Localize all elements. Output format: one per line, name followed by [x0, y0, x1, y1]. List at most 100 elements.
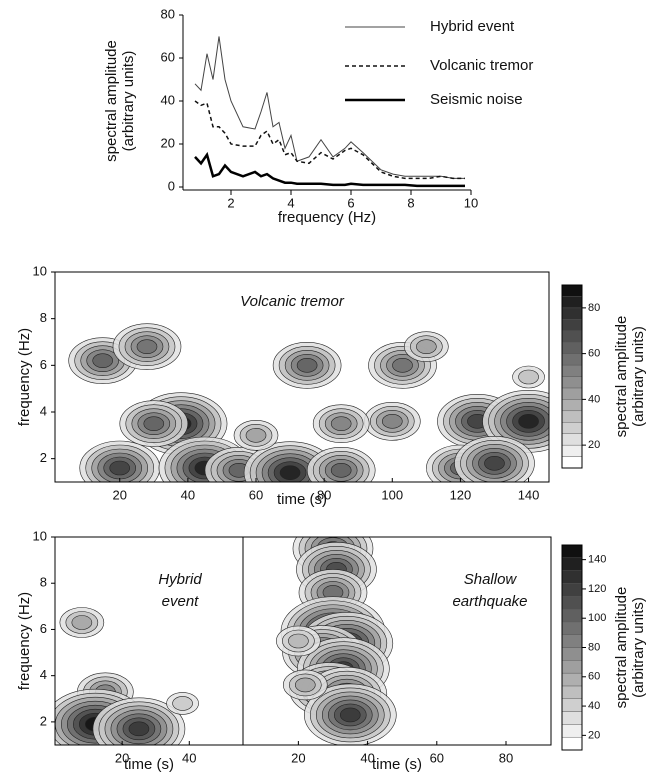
x-tick-label: 100 — [381, 487, 403, 502]
panel-label: event — [162, 593, 200, 610]
x-tick-label: 4 — [287, 195, 294, 210]
x-axis-label: time (s) — [277, 491, 327, 508]
x-tick-label: 8 — [407, 195, 414, 210]
colorbar-tick-label: 40 — [588, 393, 600, 405]
y-axis-label: frequency (Hz) — [16, 328, 33, 426]
contour-peak — [416, 339, 437, 354]
data-line — [194, 100, 465, 180]
x-tick-label: 20 — [112, 487, 126, 502]
x-tick-label: 20 — [291, 750, 305, 765]
colorbar-step — [561, 330, 583, 343]
panel-label: Shallow — [464, 571, 518, 588]
y-tick-label: 6 — [40, 621, 47, 636]
colorbar-frame — [561, 284, 583, 469]
x-tick-label: 80 — [499, 750, 513, 765]
panel-label: Volcanic tremor — [240, 293, 345, 310]
y-tick-label: 10 — [33, 528, 47, 543]
contour-peak — [136, 339, 158, 354]
plot-frame — [54, 271, 550, 483]
y-tick-label: 6 — [40, 357, 47, 372]
contour-peak — [143, 416, 165, 431]
colorbar-step — [561, 647, 583, 661]
y-axis-label: spectral amplitude — [103, 40, 120, 162]
colorbar-tick-label: 60 — [588, 671, 600, 683]
y-tick-label: 40 — [161, 92, 175, 107]
colorbar-step — [561, 319, 583, 331]
colorbar-step — [561, 698, 583, 712]
x-tick-label: 60 — [249, 487, 263, 502]
colorbar-tick-label: 20 — [588, 729, 600, 741]
contour-peak — [279, 465, 301, 480]
colorbar-step — [561, 711, 583, 725]
colorbar-step — [561, 544, 583, 559]
x-tick-label: 20 — [115, 750, 129, 765]
y-tick-label: 20 — [161, 135, 175, 150]
plot-frame — [242, 536, 552, 746]
contour-peak — [296, 358, 318, 373]
y-axis-label: frequency (Hz) — [16, 592, 33, 690]
colorbar-label: spectral amplitude — [613, 316, 630, 438]
y-tick-label: 4 — [40, 403, 47, 418]
contour-peak — [381, 414, 403, 429]
colorbar-step — [561, 284, 583, 297]
x-axis-label: time (s) — [372, 756, 422, 773]
colorbar-tick-label: 60 — [588, 348, 600, 360]
x-tick-label: 2 — [227, 195, 234, 210]
contour-peak — [172, 696, 193, 711]
contour-peak — [392, 358, 413, 373]
contour-peak — [245, 428, 267, 443]
x-tick-label: 10 — [464, 195, 478, 210]
y-tick-label: 8 — [40, 310, 47, 325]
y-tick-label: 10 — [33, 263, 47, 278]
colorbar-step — [561, 608, 583, 623]
x-axis-label: frequency (Hz) — [278, 209, 376, 226]
y-tick-label: 4 — [40, 667, 47, 682]
colorbar-tick-label: 100 — [588, 612, 606, 624]
colorbar-step — [561, 672, 583, 687]
contour-peak — [71, 615, 93, 630]
colorbar-label: (arbitrary units) — [630, 326, 647, 427]
panel-label: earthquake — [452, 593, 527, 610]
y-tick-label: 60 — [161, 49, 175, 64]
colorbar-step — [561, 433, 583, 446]
contour-peak — [128, 721, 150, 737]
colorbar-step — [561, 660, 583, 674]
y-tick-label: 2 — [40, 450, 47, 465]
colorbar-step — [561, 296, 583, 309]
x-tick-label: 40 — [181, 487, 195, 502]
contour-peak — [288, 633, 309, 649]
data-line — [194, 151, 465, 188]
y-tick-label: 8 — [40, 575, 47, 590]
colorbar-step — [561, 307, 583, 320]
x-tick-label: 60 — [430, 750, 444, 765]
colorbar-tick-label: 20 — [588, 439, 600, 451]
y-tick-label: 80 — [161, 6, 175, 21]
colorbar-step — [561, 387, 583, 400]
y-tick-label: 2 — [40, 713, 47, 728]
contour-peak — [484, 456, 505, 471]
colorbar-step — [561, 583, 583, 597]
colorbar-step — [561, 410, 583, 423]
contour-field — [55, 607, 199, 745]
colorbar-tick-label: 40 — [588, 700, 600, 712]
contour-peak — [330, 463, 352, 478]
contour-peak — [294, 677, 316, 693]
colorbar-step — [561, 364, 583, 377]
x-tick-label: 40 — [360, 750, 374, 765]
y-axis-label: (arbitrary units) — [120, 51, 137, 152]
colorbar-step — [561, 570, 583, 584]
colorbar-label: (arbitrary units) — [630, 597, 647, 698]
x-tick-label: 40 — [182, 750, 196, 765]
legend-label: Volcanic tremor — [430, 57, 533, 74]
colorbar-step — [561, 422, 583, 434]
colorbar-step — [561, 557, 583, 571]
contour-peak — [518, 414, 539, 429]
contour-peak — [330, 416, 352, 431]
contour-field — [68, 323, 549, 482]
y-tick-label: 0 — [168, 178, 175, 193]
colorbar-step — [561, 724, 583, 738]
colorbar-tick-label: 80 — [588, 302, 600, 314]
x-tick-label: 80 — [317, 487, 331, 502]
colorbar-step — [561, 444, 583, 457]
